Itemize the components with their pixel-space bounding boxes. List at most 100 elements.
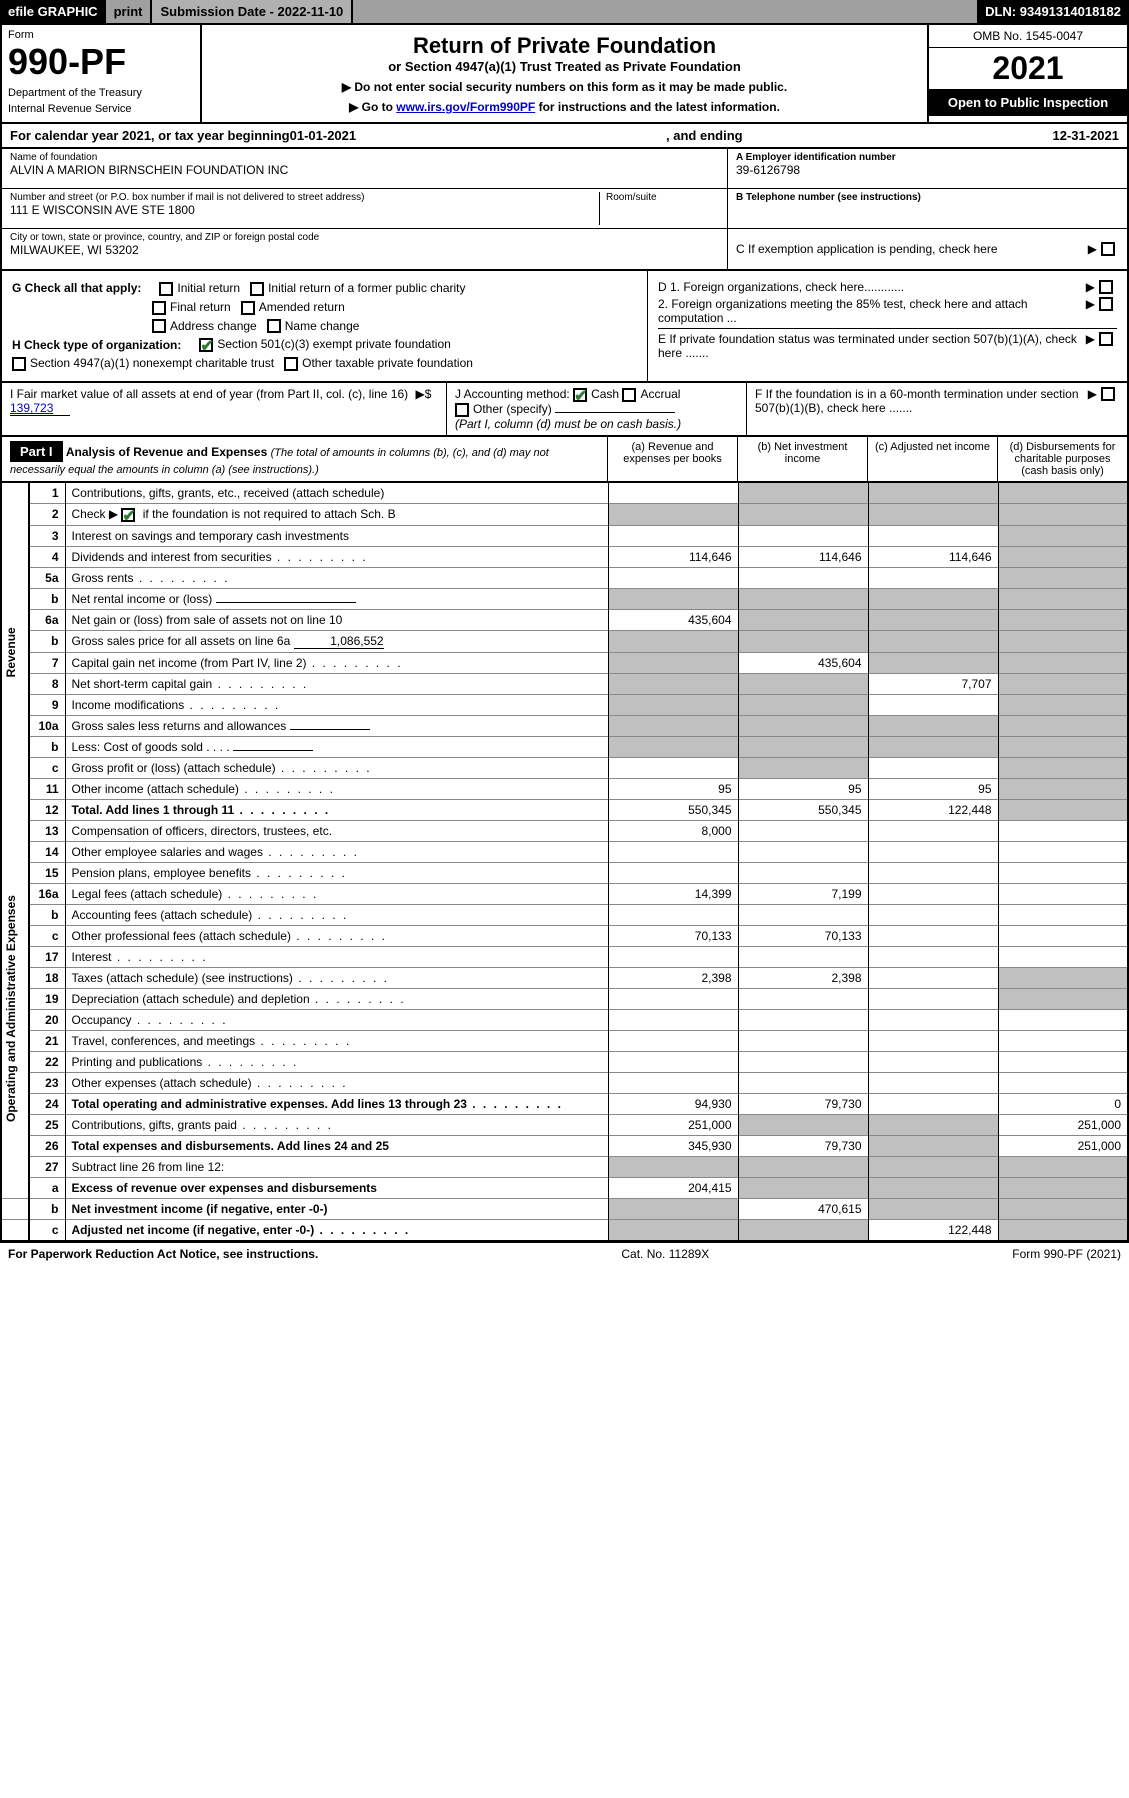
calendar-year-row: For calendar year 2021, or tax year begi… [0, 124, 1129, 149]
r24: Total operating and administrative expen… [65, 1093, 608, 1114]
foot-a: For Paperwork Reduction Act Notice, see … [8, 1247, 318, 1261]
efile-label: efile GRAPHIC [0, 0, 106, 23]
g-o5: Address change [170, 319, 257, 333]
r10b-txt: Less: Cost of goods sold [72, 740, 203, 754]
form-title: Return of Private Foundation [214, 33, 915, 59]
r11: Other income (attach schedule) [65, 778, 608, 799]
d2-checkbox[interactable] [1099, 297, 1113, 311]
arrow-icon: ▶ [1088, 242, 1097, 256]
r13-a: 8,000 [608, 820, 738, 841]
h-501c3-checkbox[interactable] [199, 338, 213, 352]
part1-tag: Part I [10, 441, 63, 462]
r5b: Net rental income or (loss) [65, 588, 608, 609]
r12-a: 550,345 [608, 799, 738, 820]
g-label: G Check all that apply: [12, 281, 141, 295]
dln: DLN: 93491314018182 [977, 0, 1129, 23]
col-d: (d) Disbursements for charitable purpose… [997, 437, 1127, 481]
r25-d: 251,000 [998, 1114, 1128, 1135]
identity-block: Name of foundation ALVIN A MARION BIRNSC… [0, 149, 1129, 271]
j-accrual: Accrual [640, 387, 680, 401]
i-arrow: ▶$ [416, 387, 432, 401]
r11-a: 95 [608, 778, 738, 799]
print-link[interactable]: print [106, 0, 151, 23]
g-name-checkbox[interactable] [267, 319, 281, 333]
foundation-name: ALVIN A MARION BIRNSCHEIN FOUNDATION INC [10, 163, 719, 177]
r10b-line [233, 750, 313, 751]
r22: Printing and publications [65, 1051, 608, 1072]
d1-checkbox[interactable] [1099, 280, 1113, 294]
foot-b: Cat. No. 11289X [621, 1247, 709, 1261]
r27a: Excess of revenue over expenses and disb… [65, 1177, 608, 1198]
ein-label: A Employer identification number [736, 152, 1119, 163]
r14: Other employee salaries and wages [65, 841, 608, 862]
j-cash-checkbox[interactable] [573, 388, 587, 402]
i-label: I Fair market value of all assets at end… [10, 387, 408, 401]
r5b-txt: Net rental income or (loss) [72, 592, 213, 606]
r23: Other expenses (attach schedule) [65, 1072, 608, 1093]
j-other-line [555, 412, 675, 413]
h-o2: Section 4947(a)(1) nonexempt charitable … [30, 356, 274, 370]
cal-begin: 01-01-2021 [290, 128, 357, 143]
instr-2b: for instructions and the latest informat… [535, 100, 780, 114]
col-c: (c) Adjusted net income [867, 437, 997, 481]
r2b: if the foundation is not required to att… [143, 507, 396, 521]
phone-label: B Telephone number (see instructions) [736, 192, 1119, 203]
col-b: (b) Net investment income [737, 437, 867, 481]
r6b: Gross sales price for all assets on line… [65, 630, 608, 652]
e-checkbox[interactable] [1099, 332, 1113, 346]
cal-b: , and ending [356, 128, 1052, 143]
addr: 111 E WISCONSIN AVE STE 1800 [10, 203, 599, 217]
addr-label: Number and street (or P.O. box number if… [10, 192, 599, 203]
r17: Interest [65, 946, 608, 967]
r26-b: 79,730 [738, 1135, 868, 1156]
r25: Contributions, gifts, grants paid [65, 1114, 608, 1135]
j-other-checkbox[interactable] [455, 403, 469, 417]
r8-c: 7,707 [868, 673, 998, 694]
r16a-b: 7,199 [738, 883, 868, 904]
r5a: Gross rents [65, 567, 608, 588]
form-header: Form 990-PF Department of the Treasury I… [0, 25, 1129, 124]
r4: Dividends and interest from securities [65, 546, 608, 567]
h-o3: Other taxable private foundation [302, 356, 473, 370]
j-accrual-checkbox[interactable] [622, 388, 636, 402]
r4-a: 114,646 [608, 546, 738, 567]
r13: Compensation of officers, directors, tru… [65, 820, 608, 841]
h-4947-checkbox[interactable] [12, 357, 26, 371]
r10c: Gross profit or (loss) (attach schedule) [65, 757, 608, 778]
form-link[interactable]: www.irs.gov/Form990PF [396, 100, 535, 114]
j-note: (Part I, column (d) must be on cash basi… [455, 417, 738, 431]
g-final-checkbox[interactable] [152, 301, 166, 315]
r8: Net short-term capital gain [65, 673, 608, 694]
dln-value: 93491314018182 [1020, 4, 1121, 19]
g-amended-checkbox[interactable] [241, 301, 255, 315]
r2a: Check ▶ [72, 507, 119, 521]
r2-checkbox[interactable] [121, 508, 135, 522]
r21: Travel, conferences, and meetings [65, 1030, 608, 1051]
dln-label: DLN: [985, 4, 1020, 19]
r5b-line [216, 602, 356, 603]
g-initial-former-checkbox[interactable] [250, 282, 264, 296]
r18: Taxes (attach schedule) (see instruction… [65, 967, 608, 988]
subdate-value: 2022-11-10 [278, 4, 344, 19]
c-checkbox[interactable] [1101, 242, 1115, 256]
g-initial-checkbox[interactable] [159, 282, 173, 296]
r4-c: 114,646 [868, 546, 998, 567]
room-label: Room/suite [606, 192, 719, 203]
g-address-checkbox[interactable] [152, 319, 166, 333]
r11-c: 95 [868, 778, 998, 799]
r16c-b: 70,133 [738, 925, 868, 946]
r16c: Other professional fees (attach schedule… [65, 925, 608, 946]
h-other-checkbox[interactable] [284, 357, 298, 371]
dept: Department of the Treasury [8, 87, 194, 99]
r11-b: 95 [738, 778, 868, 799]
fmv-link[interactable]: 139,723 [10, 401, 70, 416]
r12-c: 122,448 [868, 799, 998, 820]
r2: Check ▶ if the foundation is not require… [65, 503, 608, 525]
city-label: City or town, state or province, country… [10, 232, 719, 243]
r27: Subtract line 26 from line 12: [65, 1156, 608, 1177]
r10a: Gross sales less returns and allowances [65, 715, 608, 736]
h-label: H Check type of organization: [12, 338, 181, 352]
f-checkbox[interactable] [1101, 387, 1115, 401]
h-o1: Section 501(c)(3) exempt private foundat… [217, 337, 450, 351]
j-cash: Cash [591, 387, 619, 401]
